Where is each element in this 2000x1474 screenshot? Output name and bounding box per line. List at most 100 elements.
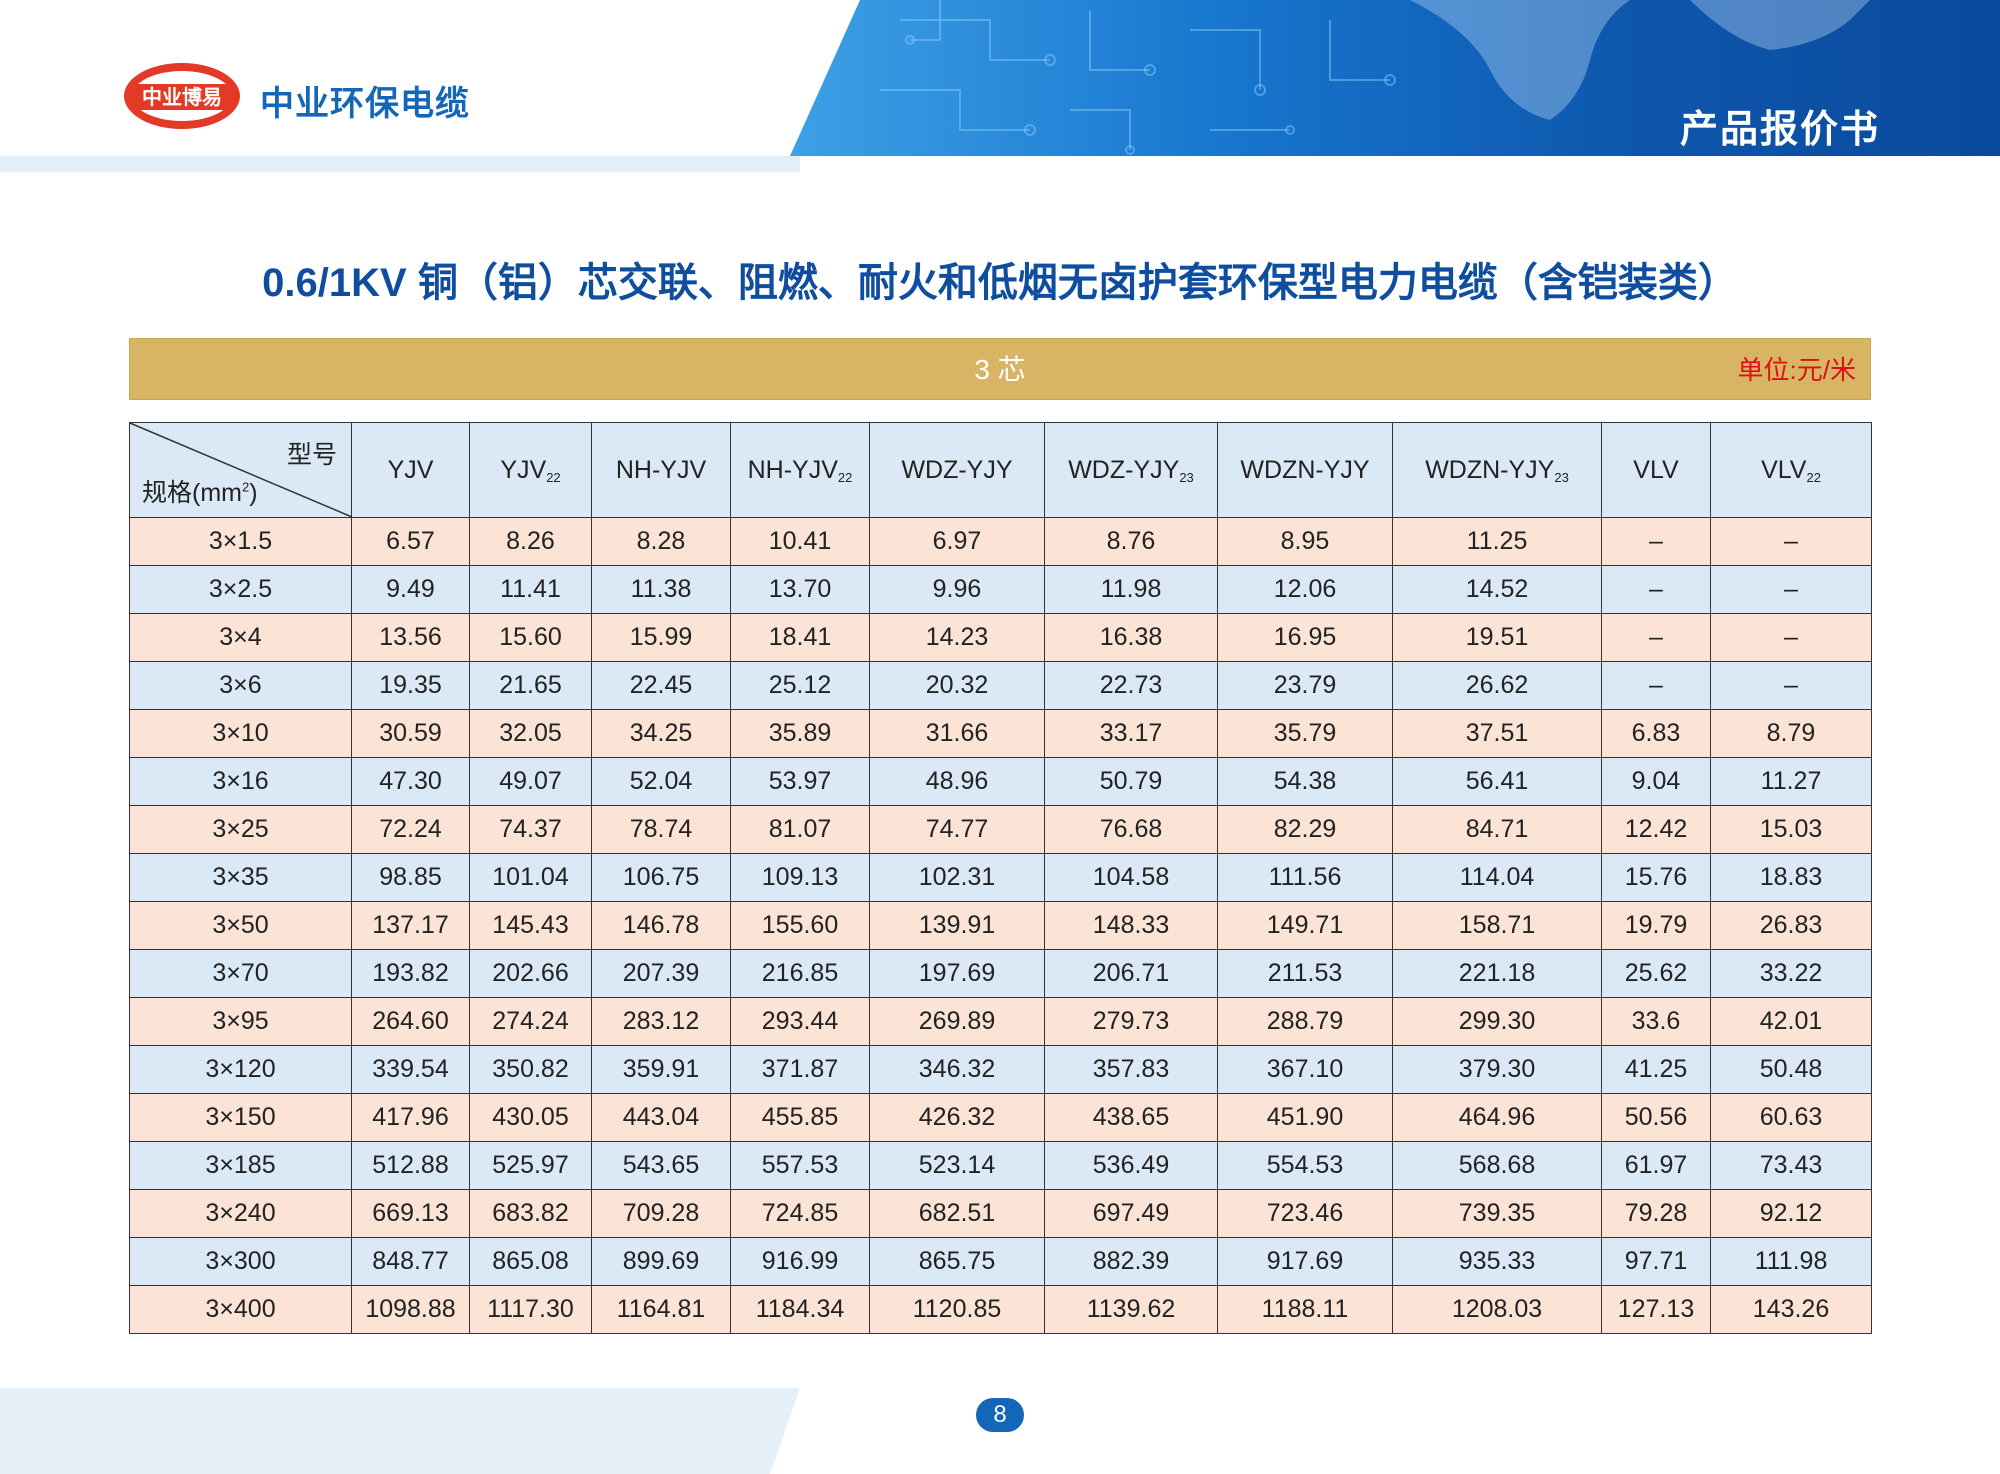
price-cell: 264.60 (351, 997, 470, 1046)
price-cell: 697.49 (1044, 1189, 1218, 1238)
price-cell: 288.79 (1217, 997, 1393, 1046)
price-cell: 426.32 (869, 1093, 1045, 1142)
price-cell: 1208.03 (1392, 1285, 1602, 1334)
price-cell: 33.22 (1710, 949, 1872, 998)
document-title: 产品报价书 (1679, 109, 1880, 151)
price-cell: – (1710, 661, 1872, 710)
price-cell: 155.60 (730, 901, 870, 950)
price-cell: 16.95 (1217, 613, 1393, 662)
price-cell: 882.39 (1044, 1237, 1218, 1286)
table-row: 3×16 47.30 49.07 52.04 53.97 48.96 50.79 54.38 5… (129, 757, 1872, 806)
price-cell: 464.96 (1392, 1093, 1602, 1142)
page-number: 8 (976, 1398, 1024, 1432)
price-cell: 523.14 (869, 1141, 1045, 1190)
corner-model-label: 型号 (286, 441, 337, 469)
table-row: 3×35 98.85 101.04 106.75 109.13 102.31 104.58 1… (129, 853, 1872, 902)
price-cell: 53.97 (730, 757, 870, 806)
price-cell: 1139.62 (1044, 1285, 1218, 1334)
price-cell: 899.69 (591, 1237, 731, 1286)
price-cell: 1120.85 (869, 1285, 1045, 1334)
price-table: 型号 规格(mm2) YJV YJV22 NH-YJV NH-YJV22 WDZ… (129, 422, 1872, 1334)
price-cell: 61.97 (1601, 1141, 1711, 1190)
header-accent-band (0, 156, 800, 172)
price-cell: – (1710, 517, 1872, 566)
price-cell: 683.82 (469, 1189, 592, 1238)
header-banner (790, 0, 2000, 156)
spec-cell: 3×2.5 (129, 565, 352, 614)
price-cell: 31.66 (869, 709, 1045, 758)
price-cell: 193.82 (351, 949, 470, 998)
price-cell: 206.71 (1044, 949, 1218, 998)
spec-cell: 3×70 (129, 949, 352, 998)
price-cell: 127.13 (1601, 1285, 1711, 1334)
table-row: 3×4 13.56 15.60 15.99 18.41 14.23 16.38 16.95 19… (129, 613, 1872, 662)
price-cell: 48.96 (869, 757, 1045, 806)
price-cell: 11.98 (1044, 565, 1218, 614)
price-cell: 146.78 (591, 901, 731, 950)
spec-cell: 3×300 (129, 1237, 352, 1286)
price-cell: 25.12 (730, 661, 870, 710)
price-cell: 97.71 (1601, 1237, 1711, 1286)
price-cell: 211.53 (1217, 949, 1393, 998)
price-cell: 84.71 (1392, 805, 1602, 854)
spec-cell: 3×50 (129, 901, 352, 950)
price-cell: 37.51 (1392, 709, 1602, 758)
price-cell: 14.23 (869, 613, 1045, 662)
table-row: 3×150 417.96 430.05 443.04 455.85 426.32 438.6… (129, 1093, 1872, 1142)
price-cell: 14.52 (1392, 565, 1602, 614)
price-cell: 512.88 (351, 1141, 470, 1190)
price-cell: 917.69 (1217, 1237, 1393, 1286)
price-cell: 848.77 (351, 1237, 470, 1286)
price-cell: 1098.88 (351, 1285, 470, 1334)
column-header: NH-YJV22 (730, 422, 870, 518)
svg-text:中业博易: 中业博易 (142, 85, 222, 109)
price-cell: 104.58 (1044, 853, 1218, 902)
header-row: 型号 规格(mm2) YJV YJV22 NH-YJV NH-YJV22 WDZ… (129, 422, 1872, 518)
price-cell: 367.10 (1217, 1045, 1393, 1094)
price-cell: 49.07 (469, 757, 592, 806)
brand-name: 中业环保电缆 (260, 85, 470, 123)
spec-cell: 3×185 (129, 1141, 352, 1190)
price-cell: – (1601, 613, 1711, 662)
price-cell: 22.73 (1044, 661, 1218, 710)
price-cell: 9.04 (1601, 757, 1711, 806)
price-cell: 102.31 (869, 853, 1045, 902)
price-cell: 106.75 (591, 853, 731, 902)
price-cell: 139.91 (869, 901, 1045, 950)
price-cell: 279.73 (1044, 997, 1218, 1046)
price-cell: 50.56 (1601, 1093, 1711, 1142)
price-cell: 865.08 (469, 1237, 592, 1286)
price-cell: 15.99 (591, 613, 731, 662)
price-cell: 8.76 (1044, 517, 1218, 566)
price-cell: – (1710, 613, 1872, 662)
price-cell: 34.25 (591, 709, 731, 758)
price-cell: 42.01 (1710, 997, 1872, 1046)
price-cell: 92.12 (1710, 1189, 1872, 1238)
price-cell: 16.38 (1044, 613, 1218, 662)
price-cell: 72.24 (351, 805, 470, 854)
price-cell: 32.05 (469, 709, 592, 758)
price-cell: 76.68 (1044, 805, 1218, 854)
price-cell: 417.96 (351, 1093, 470, 1142)
spec-cell: 3×35 (129, 853, 352, 902)
price-cell: 221.18 (1392, 949, 1602, 998)
price-cell: 350.82 (469, 1045, 592, 1094)
price-cell: 9.96 (869, 565, 1045, 614)
price-cell: 379.30 (1392, 1045, 1602, 1094)
price-cell: 357.83 (1044, 1045, 1218, 1094)
price-cell: 346.32 (869, 1045, 1045, 1094)
price-cell: 22.45 (591, 661, 731, 710)
price-cell: – (1710, 565, 1872, 614)
table-row: 3×2.5 9.49 11.41 11.38 13.70 9.96 11.98 12.06 14… (129, 565, 1872, 614)
price-cell: 19.35 (351, 661, 470, 710)
column-header: VLV (1601, 422, 1711, 518)
footer-panel (770, 1388, 2000, 1474)
price-cell: 8.26 (469, 517, 592, 566)
price-cell: 557.53 (730, 1141, 870, 1190)
price-cell: 21.65 (469, 661, 592, 710)
price-cell: 137.17 (351, 901, 470, 950)
column-header: VLV22 (1710, 422, 1872, 518)
column-header: WDZ-YJY (869, 422, 1045, 518)
price-cell: 451.90 (1217, 1093, 1393, 1142)
table-row: 3×10 30.59 32.05 34.25 35.89 31.66 33.17 35.79 3… (129, 709, 1872, 758)
